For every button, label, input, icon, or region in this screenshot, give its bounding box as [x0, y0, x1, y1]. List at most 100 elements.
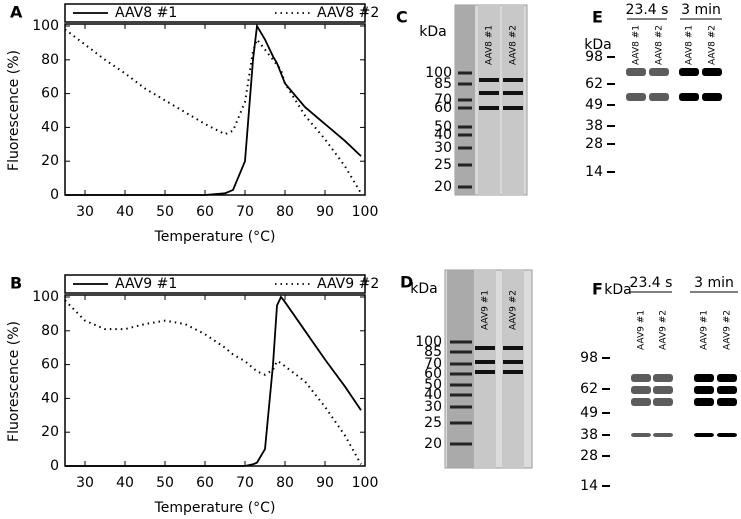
- ladder-band: [458, 146, 472, 150]
- x-tick-label: 90: [316, 475, 334, 491]
- gel-band: [503, 346, 523, 350]
- x-axis-label: Temperature (°C): [154, 500, 276, 516]
- y-tick-label: 60: [41, 357, 59, 373]
- ladder-band: [450, 393, 472, 397]
- ladder-band: [450, 442, 472, 446]
- blot-band: [679, 93, 699, 101]
- ladder-band: [458, 71, 472, 75]
- marker-label: 98: [580, 350, 598, 366]
- blot-band: [702, 93, 722, 101]
- y-tick-label: 0: [50, 187, 59, 203]
- exposure-label: 3 min: [694, 275, 734, 291]
- x-tick-label: 50: [156, 475, 174, 491]
- unit-label: kDa: [410, 281, 437, 297]
- marker-label: 85: [424, 344, 442, 360]
- y-tick-label: 0: [50, 458, 59, 474]
- ladder-band: [450, 421, 472, 425]
- blot-band: [653, 398, 673, 406]
- marker-label: 85: [434, 76, 452, 92]
- blot-band: [631, 398, 651, 406]
- y-tick-label: 100: [32, 289, 59, 305]
- gel-band: [475, 370, 495, 374]
- x-tick-label: 70: [236, 204, 254, 220]
- blot-band: [717, 398, 737, 406]
- blot-band: [702, 68, 722, 76]
- legend-frame: [64, 274, 366, 294]
- y-tick-label: 40: [41, 390, 59, 406]
- x-tick-label: 100: [352, 475, 379, 491]
- x-tick-label: 80: [276, 475, 294, 491]
- ladder-band: [458, 163, 472, 167]
- gel-band: [479, 78, 499, 82]
- marker-label: 40: [424, 387, 442, 403]
- ladder-band: [450, 362, 472, 366]
- marker-label: 50: [434, 119, 452, 135]
- legend-frame: [64, 3, 366, 23]
- marker-label: 98: [585, 49, 603, 65]
- lane-label: AAV9 #1: [481, 290, 491, 330]
- blot-band: [717, 374, 737, 382]
- x-axis-label: Temperature (°C): [154, 229, 276, 245]
- ladder-lane: [447, 270, 475, 468]
- data-line: [64, 28, 362, 194]
- blot-band: [649, 68, 669, 76]
- y-tick-label: 100: [32, 18, 59, 34]
- lane: [474, 270, 496, 468]
- y-tick-label: 40: [41, 119, 59, 135]
- marker-label: 60: [424, 366, 442, 382]
- x-tick-label: 90: [316, 204, 334, 220]
- data-line: [64, 299, 362, 465]
- marker-label: 60: [434, 100, 452, 116]
- marker-label: 14: [585, 164, 603, 180]
- blot-band: [653, 433, 673, 437]
- marker-label: 25: [424, 415, 442, 431]
- blot-band: [717, 386, 737, 394]
- exposure-label: 23.4 s: [630, 275, 673, 291]
- marker-label: 70: [424, 356, 442, 372]
- blot-band: [626, 68, 646, 76]
- unit-label: kDa: [604, 282, 631, 298]
- ladder-band: [450, 405, 472, 409]
- lane-label: AAV8 #2: [509, 25, 519, 65]
- marker-label: 40: [434, 127, 452, 143]
- plot-frame: [64, 23, 366, 196]
- marker-label: 28: [585, 136, 603, 152]
- ladder-band: [458, 106, 472, 110]
- unit-label: kDa: [419, 24, 446, 40]
- panel-label: E: [592, 8, 603, 27]
- gel-band: [503, 370, 523, 374]
- marker-label: 38: [585, 118, 603, 134]
- legend-label: AAV8 #1: [115, 5, 177, 21]
- marker-label: 100: [425, 65, 452, 81]
- marker-label: 49: [580, 405, 598, 421]
- data-line: [65, 23, 362, 196]
- blot-band: [694, 386, 714, 394]
- gel-band: [475, 360, 495, 364]
- ladder-band: [450, 372, 472, 376]
- y-tick-label: 80: [41, 323, 59, 339]
- legend-label: AAV9 #2: [317, 276, 379, 292]
- exposure-label: 3 min: [681, 2, 721, 18]
- blot-band: [631, 386, 651, 394]
- gel-band: [503, 360, 523, 364]
- lane-label: AAV9 #1: [637, 310, 647, 350]
- gel-image: [628, 345, 740, 495]
- x-tick-label: 30: [76, 204, 94, 220]
- lane-label: AAV9 #2: [509, 290, 519, 330]
- x-tick-label: 70: [236, 475, 254, 491]
- ladder-band: [458, 98, 472, 102]
- y-tick-label: 20: [41, 424, 59, 440]
- marker-label: 20: [424, 436, 442, 452]
- marker-label: 30: [434, 140, 452, 156]
- marker-label: 62: [580, 381, 598, 397]
- lane-label: AAV8 #2: [655, 25, 665, 65]
- gel-band: [479, 106, 499, 110]
- ladder-band: [458, 185, 472, 189]
- lane-label: AAV9 #2: [659, 310, 669, 350]
- gel-band: [479, 91, 499, 95]
- lane: [478, 5, 500, 195]
- x-tick-label: 60: [196, 204, 214, 220]
- panel-label: B: [10, 274, 22, 293]
- marker-label: 14: [580, 478, 598, 494]
- panel-label: F: [592, 280, 603, 299]
